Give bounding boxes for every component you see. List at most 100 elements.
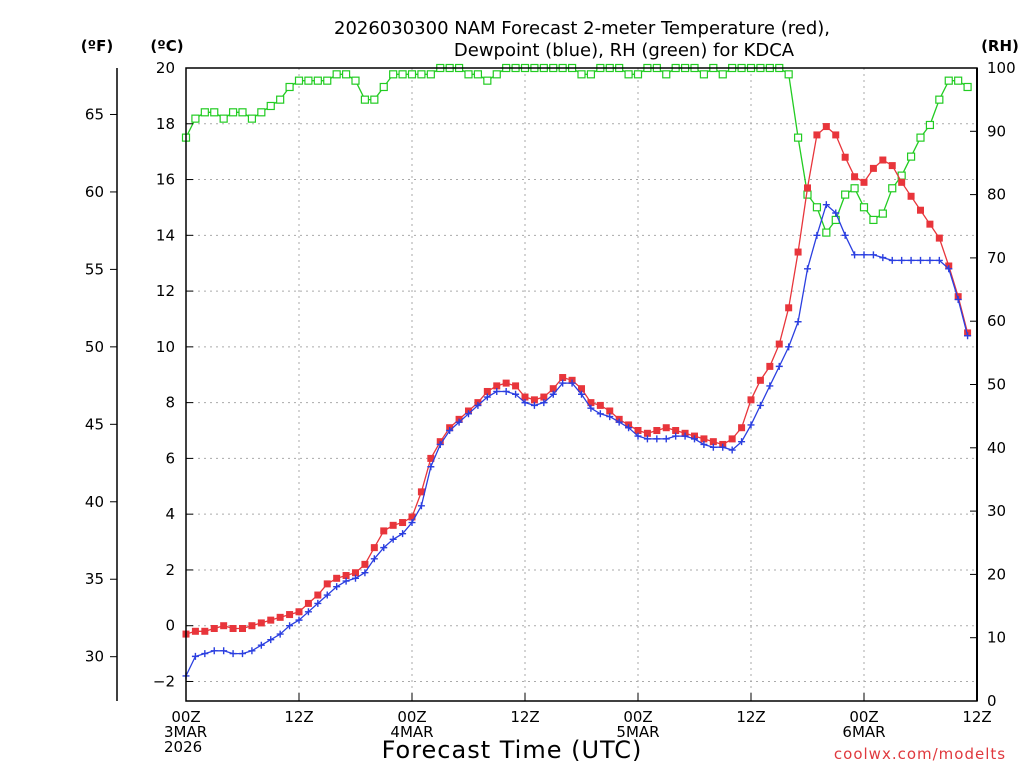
y-axis-celsius-ticks: −2 0 2 4 6 8 10 12 14 16 18 20 — [153, 59, 193, 690]
temperature-point — [267, 616, 275, 624]
dewpoint-point — [568, 379, 576, 387]
rh-line — [185, 67, 968, 234]
rh-point — [464, 70, 473, 79]
dewpoint-point — [907, 256, 915, 264]
dewpoint-point — [493, 387, 501, 395]
rh-point — [210, 108, 219, 117]
temperature-point — [295, 608, 303, 616]
temperature-point — [549, 385, 557, 393]
dewpoint-point — [606, 413, 614, 421]
temperature-point — [917, 206, 924, 214]
dewpoint-point — [709, 443, 717, 451]
celsius-tick-label: 2 — [165, 561, 175, 579]
dewpoint-point — [455, 418, 463, 426]
temperature-point — [935, 234, 943, 242]
x-tick-label: 00Z — [623, 708, 652, 726]
dewpoint-point — [295, 616, 303, 624]
dewpoint-point — [417, 502, 425, 510]
dewpoint-series — [182, 201, 972, 680]
dewpoint-point — [342, 577, 350, 585]
dewpoint-point — [248, 647, 256, 655]
dewpoint-point — [267, 636, 275, 644]
dewpoint-point — [361, 569, 369, 577]
celsius-tick-label: 4 — [165, 505, 175, 523]
dewpoint-point — [333, 583, 341, 591]
dewpoint-point — [822, 201, 830, 209]
dewpoint-point — [625, 424, 633, 432]
dewpoint-point — [672, 432, 680, 440]
rh-point — [662, 70, 671, 79]
temperature-point — [304, 599, 312, 607]
temperature-point — [370, 544, 378, 552]
chart-title-line-1: 2026030300 NAM Forecast 2-meter Temperat… — [334, 18, 830, 39]
rh-point — [285, 82, 294, 92]
temperature-point — [530, 396, 538, 404]
dewpoint-line — [185, 203, 969, 677]
dewpoint-point — [549, 390, 557, 398]
rh-point — [341, 70, 351, 79]
rh-point — [276, 95, 285, 104]
dewpoint-point — [578, 390, 585, 398]
x-tick-label: 00Z — [397, 708, 426, 726]
dewpoint-point — [530, 401, 538, 409]
temperature-point — [851, 173, 859, 181]
rh-point — [228, 108, 238, 117]
temperature-point — [907, 192, 915, 200]
dewpoint-point — [596, 410, 604, 418]
dewpoint-point — [465, 410, 472, 418]
dewpoint-point — [502, 387, 510, 395]
dewpoint-point — [917, 256, 924, 264]
celsius-tick-label: 10 — [156, 338, 175, 356]
rh-tick-label: 40 — [987, 439, 1006, 457]
temperature-point — [521, 393, 529, 401]
rh-point — [869, 215, 878, 225]
rh-point — [238, 108, 247, 117]
rh-tick-label: 20 — [987, 565, 1006, 583]
temperature-point — [408, 513, 416, 521]
dewpoint-point — [775, 362, 783, 370]
rh-point — [841, 190, 850, 199]
temperature-point — [276, 613, 284, 621]
temperature-line — [185, 125, 969, 635]
x-tick-label: 5MAR — [616, 723, 659, 741]
dewpoint-point — [380, 544, 388, 552]
temperature-point — [832, 131, 840, 139]
dewpoint-point — [512, 390, 520, 398]
dewpoint-point — [314, 599, 322, 607]
rh-point — [266, 101, 275, 111]
temperature-point — [210, 624, 218, 632]
dewpoint-point — [286, 622, 294, 630]
dewpoint-point — [681, 432, 689, 440]
celsius-tick-label: 16 — [156, 171, 175, 189]
rh-point — [793, 133, 803, 142]
fahrenheit-tick-label: 30 — [85, 648, 104, 666]
rh-point — [200, 108, 209, 117]
fahrenheit-tick-label: 50 — [85, 338, 104, 356]
x-tick-label: 00Z — [171, 708, 200, 726]
x-tick-label: 00Z — [849, 708, 878, 726]
dewpoint-point — [926, 256, 934, 264]
rh-point — [191, 114, 200, 123]
temperature-point — [841, 153, 849, 161]
celsius-tick-label: −2 — [153, 672, 175, 690]
temperature-point — [427, 454, 435, 462]
rh-point — [304, 76, 313, 85]
dewpoint-point — [446, 427, 454, 435]
temperature-point — [361, 560, 369, 568]
rh-tick-label: 60 — [987, 312, 1006, 330]
fahrenheit-tick-label: 45 — [85, 415, 104, 433]
temperature-point — [662, 424, 670, 432]
celsius-tick-label: 6 — [165, 449, 175, 467]
rh-point — [483, 76, 492, 85]
dewpoint-point — [389, 535, 397, 543]
dewpoint-point — [898, 256, 906, 264]
temperature-point — [606, 407, 614, 415]
temperature-point — [314, 591, 322, 599]
rh-tick-label: 50 — [987, 376, 1006, 394]
rh-unit-label: (RH) — [981, 37, 1019, 55]
x-axis-label: Forecast Time (UTC) — [382, 736, 643, 764]
rh-tick-label: 90 — [987, 122, 1006, 140]
temperature-point — [634, 427, 642, 435]
rh-point — [633, 70, 643, 79]
